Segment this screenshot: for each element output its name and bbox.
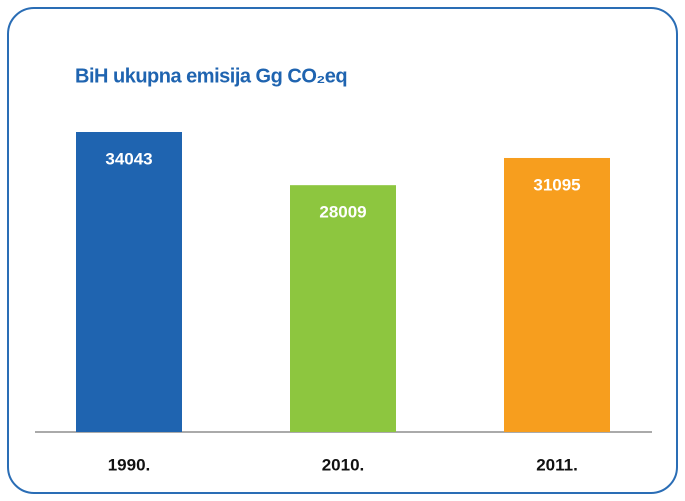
bar xyxy=(504,157,610,432)
bar xyxy=(290,185,396,432)
x-tick-label: 2010. xyxy=(322,455,365,474)
x-tick-label: 1990. xyxy=(108,455,151,474)
value-label: 34043 xyxy=(105,149,152,168)
x-tick-label: 2011. xyxy=(536,455,578,474)
value-label: 28009 xyxy=(319,203,366,222)
bar xyxy=(76,132,182,432)
chart-title: BiH ukupna emisija Gg CO₂eq xyxy=(75,65,347,87)
value-label: 31095 xyxy=(533,175,580,194)
